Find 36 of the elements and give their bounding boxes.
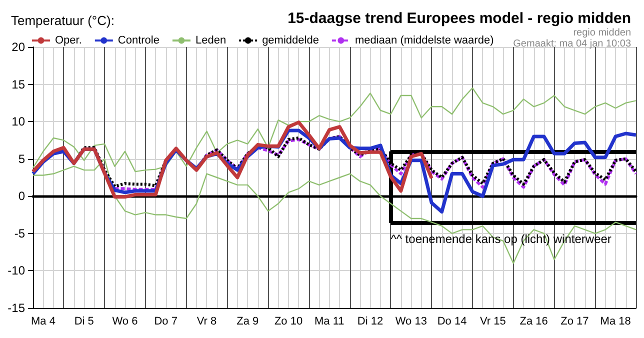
y-axis-title: Temperatuur (°C): xyxy=(11,13,114,28)
x-tick-label: Za 16 xyxy=(520,316,548,328)
text: regio midden xyxy=(573,28,631,38)
x-tick-label: Do 7 xyxy=(154,316,178,328)
y-tick-label: 10 xyxy=(12,114,26,129)
x-tick-label: Di 12 xyxy=(357,316,384,328)
x-tick-label: Wo 6 xyxy=(112,316,138,328)
legend-label: Oper. xyxy=(55,34,82,46)
y-tick-label: 5 xyxy=(18,152,26,166)
annotation: Gemaakt: ma 04 jan 10:03 xyxy=(513,38,632,50)
x-tick-label: Do 14 xyxy=(437,316,467,328)
x-tick-label: Ma 11 xyxy=(314,316,344,328)
y-tick-label: -15 xyxy=(8,301,26,315)
x-tick-label: Di 5 xyxy=(74,316,94,328)
x-tick-label: Vr 8 xyxy=(196,316,217,328)
x-tick-label: Zo 17 xyxy=(560,316,589,328)
y-tick-label: 0 xyxy=(18,189,26,204)
x-tick-label: Ma 18 xyxy=(600,316,631,328)
line-series xyxy=(31,120,434,199)
x-tick-label: Zo 10 xyxy=(274,316,303,328)
chart-title: 15-daagse trend Europees model - regio midden xyxy=(288,10,632,27)
line-series xyxy=(32,158,637,264)
y-tick-label: 15 xyxy=(12,77,26,92)
y-tick-label: -5 xyxy=(14,226,26,240)
legend-label: mediaan (middelste waarde) xyxy=(354,34,494,46)
y-tick-label: -10 xyxy=(8,264,26,278)
x-tick-label: Vr 15 xyxy=(480,316,506,328)
legend-label: Controle xyxy=(118,34,160,46)
legend-label: Leden xyxy=(195,34,226,46)
x-tick-label: Za 9 xyxy=(236,316,259,328)
line-series xyxy=(32,87,637,172)
line-series xyxy=(113,134,638,191)
legend-label: gemiddelde xyxy=(262,34,319,46)
x-tick-label: Wo 13 xyxy=(395,316,427,328)
x-tick-label: Ma 4 xyxy=(30,316,56,328)
y-tick-label: 20 xyxy=(12,40,26,54)
